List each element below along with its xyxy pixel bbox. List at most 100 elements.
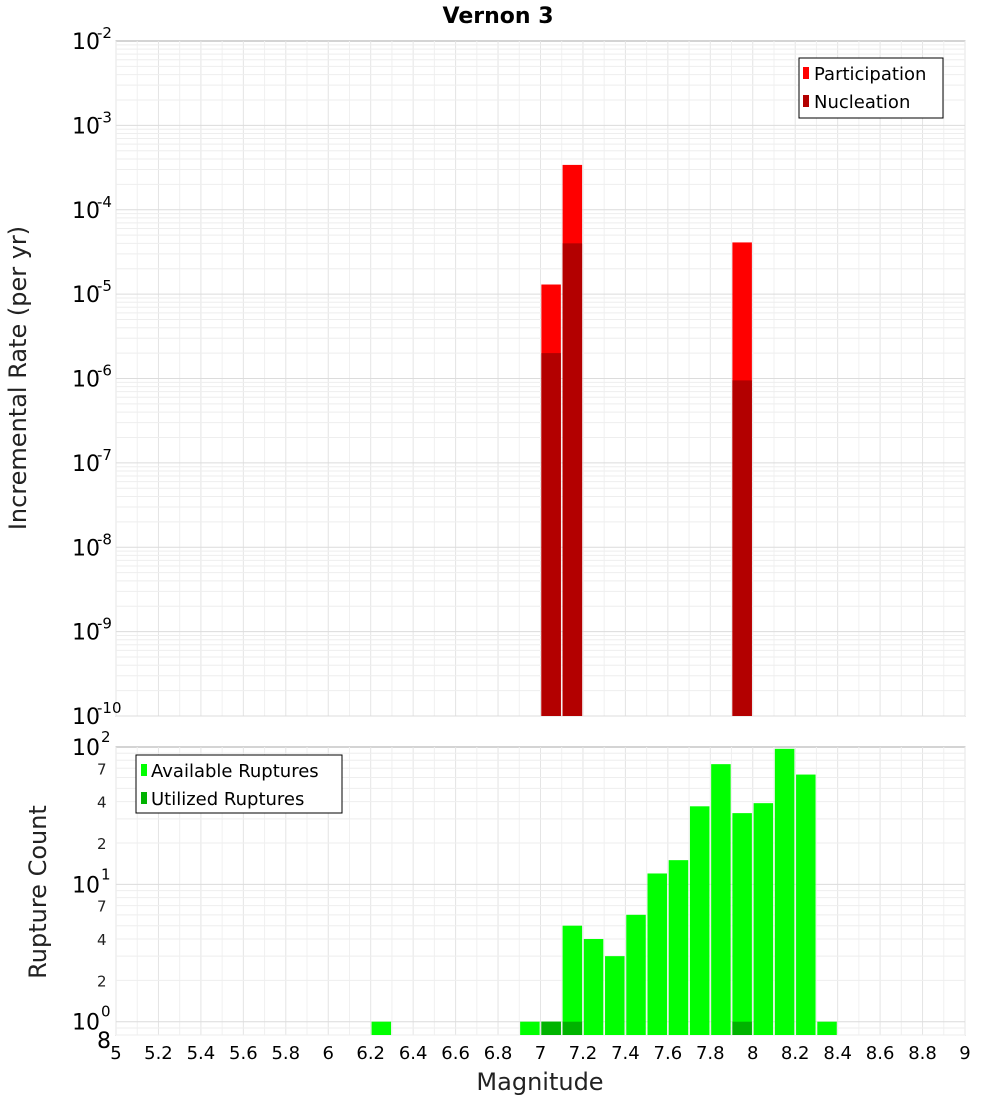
- available-ruptures-bar: [583, 939, 604, 1035]
- count-y-minor-tick: 7: [97, 898, 107, 916]
- nucleation-bar: [562, 243, 583, 717]
- utilized-ruptures-bar: [562, 1021, 583, 1035]
- x-tick-label: 6.4: [399, 1043, 428, 1064]
- available-ruptures-bar: [774, 748, 795, 1035]
- nucleation-bar: [541, 353, 561, 716]
- count-y-major-tick: 10 1: [72, 865, 111, 898]
- legend-swatch-utilized-ruptures: [141, 792, 147, 804]
- rate-legend: Participation Nucleation: [798, 57, 944, 119]
- rate-y-tick-base: 10: [72, 30, 100, 55]
- count-bars: [371, 748, 837, 1035]
- rate-y-tick-base: 10: [72, 114, 100, 139]
- count-y-minor-tick: 2: [97, 972, 107, 990]
- x-tick-label: 5.6: [229, 1043, 258, 1064]
- count-y-tick-exponent: 2: [101, 728, 111, 746]
- available-ruptures-bar: [520, 1021, 540, 1035]
- x-tick-label: 5.8: [271, 1043, 300, 1064]
- rate-y-tick: 10-4: [72, 193, 112, 224]
- count-y-minor-tick: 7: [97, 760, 107, 778]
- x-tick-label: 5.4: [187, 1043, 216, 1064]
- utilized-ruptures-bar: [732, 1021, 752, 1035]
- rate-y-axis-label: Incremental Rate (per yr): [4, 226, 32, 530]
- rate-y-tick-base: 10: [72, 283, 100, 308]
- rate-y-tick-exponent: -6: [97, 362, 112, 380]
- x-tick-label: 7: [535, 1043, 546, 1064]
- rate-y-tick: 10-2: [72, 24, 112, 55]
- x-tick-label: 5: [110, 1043, 121, 1064]
- rate-y-tick-exponent: -4: [97, 193, 112, 211]
- x-tick-label: 7.6: [654, 1043, 683, 1064]
- rate-y-tick: 10-9: [72, 615, 112, 646]
- available-ruptures-bar: [711, 764, 731, 1035]
- x-tick-label: 7.2: [569, 1043, 598, 1064]
- x-tick-label: 8.6: [866, 1043, 895, 1064]
- magnitude-x-axis-label: Magnitude: [476, 1068, 603, 1096]
- available-ruptures-bar: [689, 806, 710, 1035]
- rate-y-tick: 10-7: [72, 446, 112, 477]
- count-y-tick-base: 10: [72, 1011, 100, 1036]
- count-y-minor-tick: 4: [97, 794, 107, 812]
- rate-bars: [541, 164, 752, 717]
- x-tick-label: 7.4: [611, 1043, 640, 1064]
- legend-label-nucleation: Nucleation: [814, 92, 910, 113]
- legend-label-available-ruptures: Available Ruptures: [151, 761, 319, 782]
- available-ruptures-bar: [753, 803, 774, 1035]
- available-ruptures-bar: [732, 813, 752, 1035]
- rate-y-tick-base: 10: [72, 452, 100, 477]
- x-tick-label: 5.2: [144, 1043, 173, 1064]
- available-ruptures-bar: [562, 925, 583, 1035]
- count-y-minor-tick: 2: [97, 835, 107, 853]
- rate-y-tick-exponent: -7: [97, 446, 112, 464]
- rate-y-tick-labels: 10-210-310-410-510-610-710-810-910-10: [72, 24, 122, 730]
- rate-y-tick-exponent: -3: [97, 108, 112, 126]
- legend-label-participation: Participation: [814, 64, 926, 85]
- available-ruptures-bar: [626, 914, 646, 1035]
- x-tick-label: 8.4: [823, 1043, 852, 1064]
- magnitude-x-tick-labels: 5 5.2 5.4 5.6 5.8 6 6.2 6.4 6.6 6.8 7 7.2 7.4 7.6 7.8 8…: [110, 1043, 970, 1064]
- rate-y-tick-exponent: -9: [97, 615, 112, 633]
- rate-y-tick-exponent: -10: [97, 699, 122, 717]
- rate-y-tick: 10-3: [72, 108, 112, 139]
- rate-y-tick: 10-8: [72, 530, 112, 561]
- rate-y-tick: 10-6: [72, 362, 112, 393]
- available-ruptures-bar: [817, 1021, 837, 1035]
- rate-y-tick-base: 10: [72, 705, 100, 730]
- utilized-ruptures-bar: [541, 1021, 561, 1035]
- available-ruptures-bar: [668, 860, 689, 1035]
- available-ruptures-bar: [605, 956, 625, 1035]
- x-tick-label: 6: [323, 1043, 334, 1064]
- count-y-minor-tick: 4: [97, 931, 107, 949]
- legend-swatch-participation: [803, 67, 809, 79]
- count-y-major-tick: 10 2: [72, 728, 111, 761]
- x-tick-label: 8.2: [781, 1043, 810, 1064]
- x-tick-label: 6.2: [356, 1043, 385, 1064]
- legend-label-utilized-ruptures: Utilized Ruptures: [151, 789, 304, 810]
- chart-title: Vernon 3: [443, 4, 554, 29]
- available-ruptures-bar: [371, 1021, 392, 1035]
- legend-swatch-available-ruptures: [141, 764, 147, 776]
- rate-y-tick: 10-5: [72, 277, 112, 308]
- rate-y-tick-base: 10: [72, 621, 100, 646]
- available-ruptures-bar: [647, 873, 667, 1035]
- rate-y-tick-base: 10: [72, 536, 100, 561]
- count-legend-box: [135, 754, 343, 814]
- count-y-tick-exponent: 1: [101, 865, 111, 883]
- count-y-tick-exponent: 0: [101, 1003, 111, 1021]
- rate-y-tick-exponent: -5: [97, 277, 112, 295]
- x-tick-label: 6.8: [484, 1043, 513, 1064]
- count-y-tick-base: 10: [72, 873, 100, 898]
- x-tick-label: 6.6: [441, 1043, 470, 1064]
- rate-y-tick-exponent: -8: [97, 530, 112, 548]
- available-ruptures-bar: [796, 774, 816, 1035]
- rate-y-tick-base: 10: [72, 368, 100, 393]
- rate-legend-box: [798, 57, 944, 119]
- count-y-tick-base: 10: [72, 736, 100, 761]
- x-tick-label: 7.8: [696, 1043, 725, 1064]
- nucleation-bar: [732, 380, 752, 716]
- count-legend: Available Ruptures Utilized Ruptures: [135, 754, 343, 814]
- rate-y-tick-base: 10: [72, 199, 100, 224]
